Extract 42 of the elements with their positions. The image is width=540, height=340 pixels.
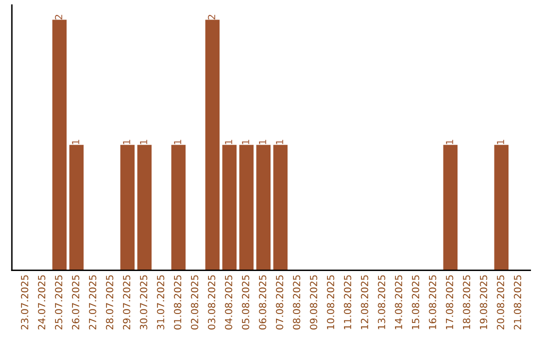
data-label: 1: [242, 140, 250, 144]
x-tick-label: 07.08.2025: [276, 275, 284, 330]
x-tick-label: 01.08.2025: [174, 275, 182, 330]
data-label: 1: [123, 140, 130, 144]
x-tick-label: 18.08.2025: [462, 275, 470, 330]
x-tick-label: 06.08.2025: [258, 275, 266, 330]
x-tick-label: 02.08.2025: [190, 275, 198, 330]
data-label: 1: [72, 140, 80, 144]
x-tick-label: 12.08.2025: [360, 275, 368, 330]
x-tick-label: 08.08.2025: [292, 275, 300, 330]
data-label: 2: [208, 14, 216, 20]
x-tick-label: 09.08.2025: [310, 275, 318, 330]
x-tick-label: 20.08.2025: [496, 275, 504, 330]
data-label: 1: [446, 140, 454, 144]
x-tick-label: 04.08.2025: [224, 275, 232, 330]
x-tick-label: 17.08.2025: [446, 275, 454, 330]
x-tick-label: 13.08.2025: [378, 275, 386, 330]
x-tick-label: 10.08.2025: [326, 275, 334, 330]
x-tick-label: 30.07.2025: [140, 275, 148, 330]
x-tick-label: 27.07.2025: [88, 275, 96, 330]
data-label: 1: [140, 140, 148, 144]
x-tick-label: 23.07.2025: [20, 275, 28, 330]
x-tick-label: 28.07.2025: [106, 275, 114, 330]
x-tick-label: 05.08.2025: [242, 275, 250, 330]
data-label: 1: [174, 140, 182, 144]
x-tick-label: 21.08.2025: [514, 275, 522, 330]
data-label: 1: [259, 140, 266, 144]
x-tick-label: 11.08.2025: [344, 275, 352, 330]
x-tick-label: 29.07.2025: [122, 275, 130, 330]
x-tick-label: 25.07.2025: [54, 275, 62, 330]
x-tick-label: 16.08.2025: [428, 275, 436, 330]
x-tick-label: 15.08.2025: [412, 275, 420, 330]
x-tick-label: 19.08.2025: [480, 275, 488, 330]
x-tick-label: 31.07.2025: [156, 275, 164, 330]
x-tick-label: 24.07.2025: [38, 275, 46, 330]
x-tick-label: 14.08.2025: [394, 275, 402, 330]
data-label: 1: [225, 140, 232, 144]
x-tick-label: 03.08.2025: [208, 275, 216, 330]
data-label: 2: [54, 14, 62, 20]
x-tick-label: 26.07.2025: [72, 275, 80, 330]
data-label: 1: [276, 140, 284, 144]
data-label: 1: [496, 140, 504, 144]
